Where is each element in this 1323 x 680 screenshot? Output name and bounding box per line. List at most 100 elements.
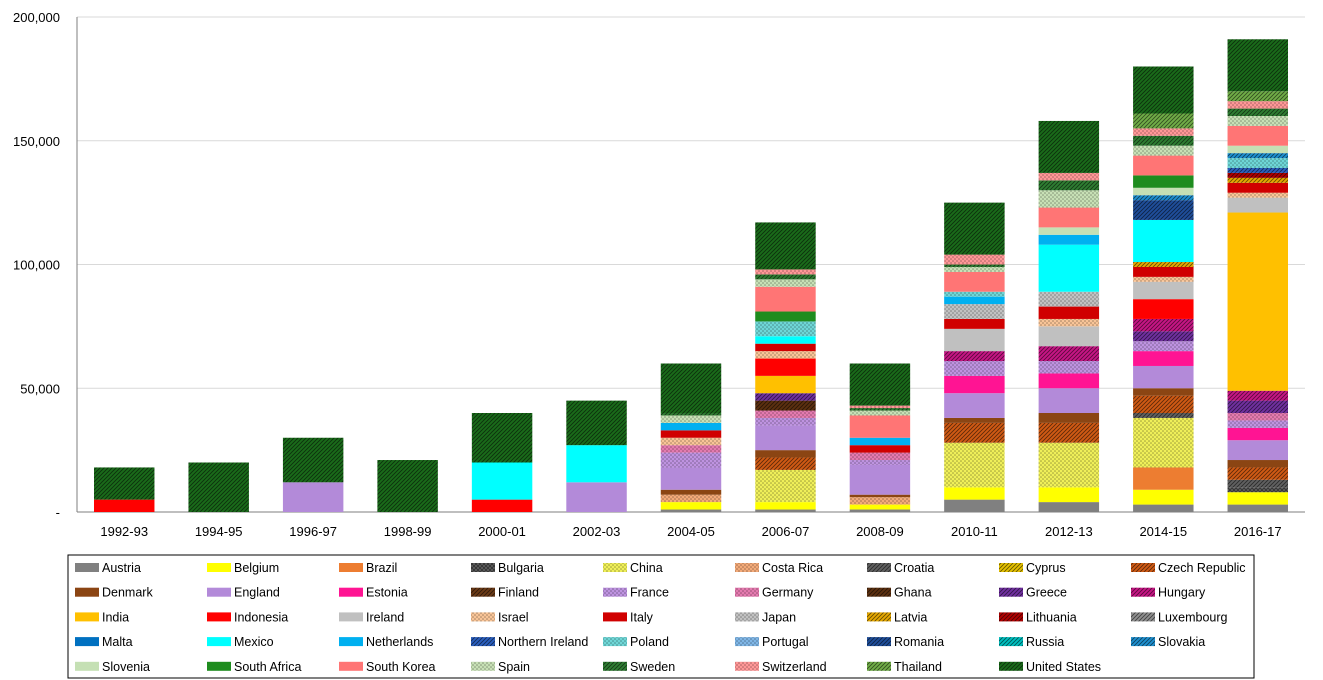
- bar-segment-netherlands-2012-13: [1038, 234, 1100, 245]
- bar-segment-denmark-2008-09: [849, 494, 911, 498]
- legend-item-brazil: Brazil: [339, 561, 397, 575]
- x-tick-label: 2004-05: [667, 524, 715, 539]
- legend-swatch: [867, 612, 891, 622]
- bar-segment-india-2006-07: [755, 375, 816, 394]
- bar-segment-denmark-2016-17: [1227, 460, 1288, 468]
- bar-segment-poland-2016-17: [1227, 158, 1288, 168]
- bar-segment-bulgaria-2016-17: [1227, 487, 1288, 493]
- legend-item-czech-republic: Czech Republic: [1131, 561, 1246, 575]
- legend-swatch: [735, 612, 759, 622]
- legend-item-switzerland: Switzerland: [735, 660, 827, 674]
- bar-segment-united-states-2006-07: [755, 222, 816, 270]
- bar-segment-estonia-2010-11: [944, 375, 1005, 394]
- legend-swatch: [207, 563, 231, 572]
- legend-label: China: [630, 561, 663, 575]
- bar-stack-1992-93: [94, 467, 155, 512]
- legend-item-italy: Italy: [603, 610, 654, 624]
- legend-swatch: [735, 661, 759, 671]
- legend-swatch: [207, 637, 231, 647]
- legend-item-germany: Germany: [735, 586, 814, 600]
- legend-label: Netherlands: [366, 635, 433, 649]
- bar-segment-south-korea-2012-13: [1038, 207, 1100, 228]
- bar-segment-sweden-2014-15: [1133, 135, 1194, 146]
- x-axis-tick-labels: 1992-93 1994-95 1996-97 1998-99 2000-01 2002-…: [100, 524, 1281, 539]
- bar-segment-switzerland-2016-17: [1227, 101, 1288, 109]
- legend-item-austria: Austria: [75, 561, 141, 575]
- bar-segment-israel-2012-13: [1038, 318, 1100, 327]
- legend: Austria Belgium Brazil Bulgaria China Costa R…: [67, 554, 1255, 679]
- legend-item-belgium: Belgium: [207, 561, 279, 575]
- bar-segment-england-2014-15: [1133, 365, 1194, 389]
- bar-segment-latvia-2016-17: [1227, 177, 1288, 183]
- bar-segment-northern-ireland-2016-17: [1227, 167, 1288, 173]
- bar-stack-2014-15: [1133, 66, 1194, 512]
- legend-label: India: [102, 610, 129, 624]
- bar-segment-hungary-2012-13: [1038, 346, 1100, 362]
- bar-segment-italy-2010-11: [944, 318, 1005, 329]
- bar-segment-united-states-1992-93: [94, 467, 155, 500]
- bar-segment-italy-2014-15: [1133, 266, 1194, 277]
- bar-segment-belgium-2008-09: [849, 504, 911, 510]
- bar-segment-poland-2010-11: [944, 291, 1005, 297]
- bar-segment-japan-2010-11: [944, 304, 1005, 319]
- bar-segment-greece-2016-17: [1227, 400, 1288, 413]
- legend-label: Malta: [102, 635, 133, 649]
- legend-item-luxembourg: Luxembourg: [1131, 610, 1228, 624]
- bar-segment-england-2010-11: [944, 393, 1005, 418]
- bar-segment-mexico-2012-13: [1038, 244, 1100, 292]
- legend-item-romania: Romania: [867, 635, 944, 649]
- legend-item-mexico: Mexico: [207, 635, 274, 649]
- bar-segment-england-2008-09: [849, 464, 911, 495]
- bar-segment-estonia-2012-13: [1038, 373, 1100, 389]
- legend-swatch: [999, 612, 1023, 622]
- legend-label: Hungary: [1158, 586, 1206, 600]
- bar-segment-united-states-1996-97: [282, 437, 344, 483]
- legend-swatch: [999, 563, 1023, 572]
- legend-swatch: [603, 661, 627, 671]
- legend-swatch: [603, 612, 627, 622]
- bar-stack-2016-17: [1227, 39, 1288, 512]
- legend-label: Italy: [630, 610, 654, 624]
- bar-segment-estonia-2014-15: [1133, 351, 1194, 366]
- legend-label: Belgium: [234, 561, 279, 575]
- legend-swatch: [603, 563, 627, 572]
- legend-label: Austria: [102, 561, 141, 575]
- legend-label: United States: [1026, 660, 1101, 674]
- bar-segment-slovenia-2014-15: [1133, 187, 1194, 196]
- bar-segment-indonesia-2014-15: [1133, 299, 1194, 319]
- y-tick-label: 150,000: [13, 134, 60, 149]
- bar-segment-lithuania-2016-17: [1227, 172, 1288, 178]
- legend-label: Israel: [498, 610, 529, 624]
- bar-segment-italy-2006-07: [755, 343, 816, 352]
- bar-segment-france-2006-07: [755, 417, 816, 426]
- bar-segment-england-2016-17: [1227, 440, 1288, 461]
- x-tick-label: 1992-93: [100, 524, 148, 539]
- legend-label: Switzerland: [762, 660, 827, 674]
- bar-segment-south-korea-2008-09: [849, 415, 911, 438]
- bar-segment-china-2012-13: [1038, 442, 1100, 488]
- bar-segment-austria-2006-07: [755, 509, 816, 512]
- x-tick-label: 2016-17: [1234, 524, 1282, 539]
- bar-segment-netherlands-2004-05: [660, 422, 722, 431]
- bar-segment-romania-2014-15: [1133, 200, 1194, 220]
- bar-segment-spain-2014-15: [1133, 145, 1194, 156]
- bar-stack-2006-07: [755, 222, 816, 512]
- legend-swatch: [1131, 612, 1155, 622]
- legend-item-northern-ireland: Northern Ireland: [471, 635, 588, 649]
- bar-segment-south-korea-2016-17: [1227, 125, 1288, 146]
- bar-segment-czech-republic-2016-17: [1227, 467, 1288, 480]
- bar-stack-1998-99: [377, 460, 438, 512]
- bar-segment-ireland-2012-13: [1038, 326, 1100, 347]
- bar-segment-germany-2016-17: [1227, 413, 1288, 421]
- legend-label: Bulgaria: [498, 561, 544, 575]
- bar-segment-israel-2016-17: [1227, 192, 1288, 198]
- bar-segment-poland-2006-07: [755, 321, 816, 337]
- legend-label: Latvia: [894, 610, 927, 624]
- legend-swatch: [339, 661, 363, 671]
- bar-segment-united-states-2000-01: [471, 413, 533, 463]
- bar-segment-belgium-2012-13: [1038, 487, 1100, 503]
- bar-segment-slovenia-2012-13: [1038, 227, 1100, 235]
- bar-segment-france-2012-13: [1038, 361, 1100, 374]
- y-tick-label: -: [56, 505, 60, 520]
